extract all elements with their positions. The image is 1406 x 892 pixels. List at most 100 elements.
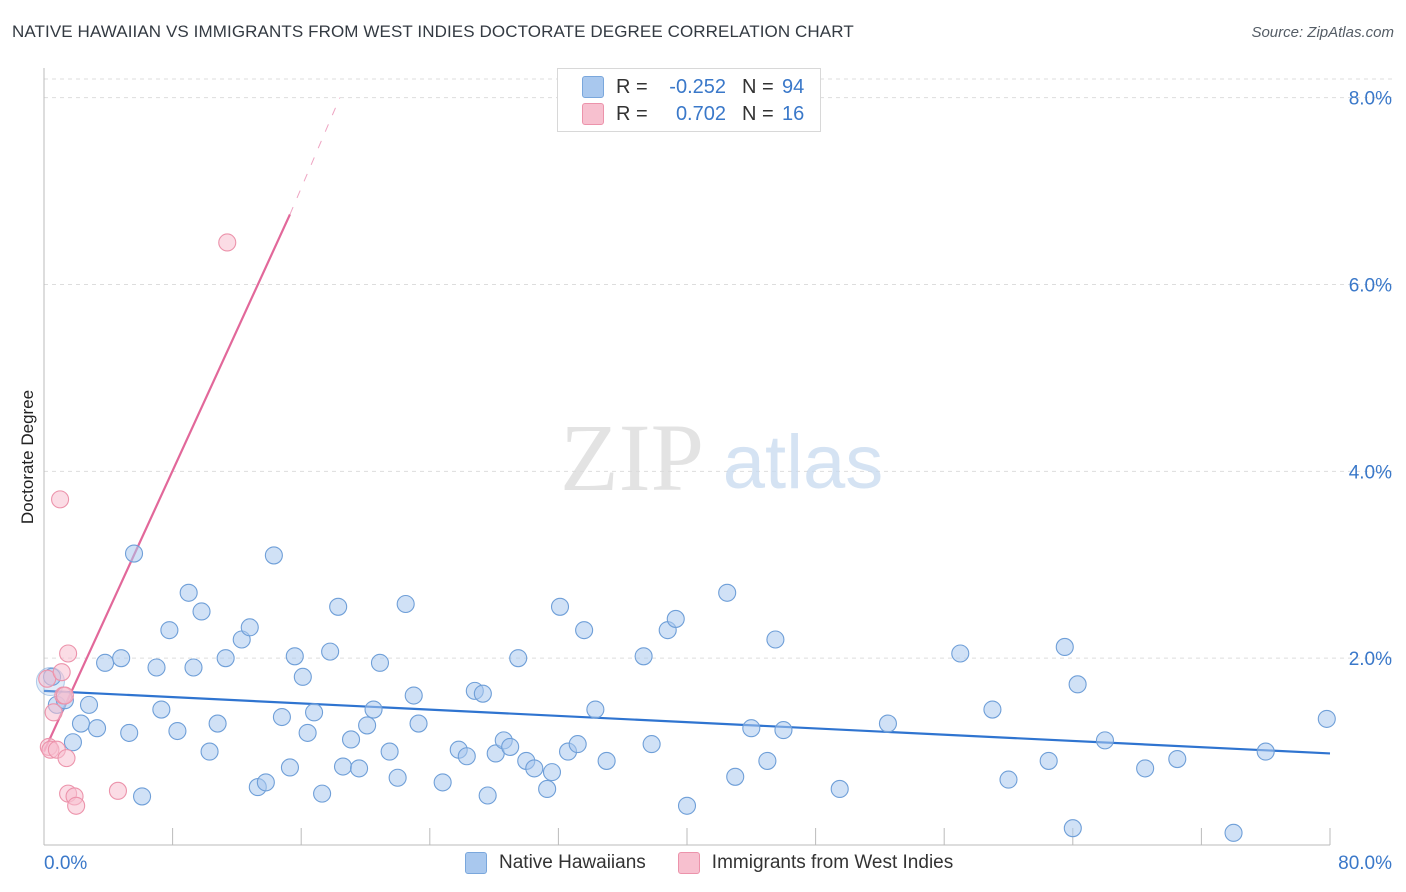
r-label: R = — [616, 75, 648, 98]
y-tick-label: 4.0% — [1349, 462, 1392, 483]
data-point-native-hawaiian — [298, 723, 317, 742]
data-point-native-hawaiian — [404, 686, 423, 705]
grid-lines — [44, 78, 1392, 659]
data-point-native-hawaiian — [147, 658, 166, 677]
data-point-west-indies — [218, 233, 237, 252]
data-point-native-hawaiian — [726, 767, 745, 786]
legend-swatch-blue — [582, 76, 604, 98]
data-point-native-hawaiian — [830, 779, 849, 799]
watermark-zip: ZIP — [560, 404, 704, 511]
n-value: 16 — [782, 102, 805, 125]
trend-line-native-hawaiians — [43, 689, 1331, 755]
data-point-native-hawaiian — [666, 609, 685, 628]
n-label: N = — [742, 75, 774, 98]
data-point-native-hawaiian — [568, 735, 587, 754]
y-axis-label: Doctorate Degree — [18, 389, 37, 525]
chart-title: NATIVE HAWAIIAN VS IMMIGRANTS FROM WEST … — [12, 22, 854, 41]
legend-item-west-indies: Immigrants from West Indies — [677, 852, 954, 874]
legend-swatch-pink — [582, 103, 604, 125]
data-point-west-indies — [52, 663, 71, 682]
data-point-native-hawaiian — [256, 773, 275, 792]
data-point-native-hawaiian — [999, 770, 1018, 789]
legend-swatch-blue — [465, 852, 487, 874]
trend-line-west-indies — [42, 213, 291, 753]
data-point-native-hawaiian — [509, 649, 528, 668]
trend-lines — [42, 97, 1331, 755]
data-point-native-hawaiian — [388, 768, 407, 787]
data-point-native-hawaiian — [1317, 709, 1336, 728]
data-point-native-hawaiian — [542, 763, 562, 782]
data-point-native-hawaiian — [200, 742, 219, 761]
data-point-native-hawaiian — [96, 653, 115, 672]
data-point-native-hawaiian — [112, 649, 131, 668]
data-point-native-hawaiian — [1256, 742, 1275, 761]
data-point-native-hawaiian — [370, 653, 390, 672]
legend-row-west-indies: R = 0.702 N = 16 — [582, 101, 822, 127]
data-point-native-hawaiian — [766, 630, 785, 649]
data-point-native-hawaiian — [473, 684, 492, 703]
data-point-native-hawaiian — [1068, 675, 1087, 694]
data-point-native-hawaiian — [285, 647, 304, 666]
data-point-west-indies — [44, 703, 63, 722]
r-value: -0.252 — [669, 75, 726, 98]
data-point-native-hawaiian — [63, 733, 82, 752]
data-point-native-hawaiian — [951, 644, 970, 663]
data-point-native-hawaiian — [758, 751, 777, 770]
data-point-native-hawaiian — [642, 735, 661, 754]
data-point-native-hawaiian — [550, 597, 570, 616]
data-point-west-indies — [108, 781, 127, 800]
legend-item-native-hawaiians: Native Hawaiians — [465, 852, 646, 874]
data-point-west-indies — [51, 490, 70, 509]
legend-label: Immigrants from West Indies — [711, 852, 954, 873]
data-point-native-hawaiian — [192, 602, 211, 621]
data-point-native-hawaiian — [124, 544, 144, 563]
data-point-native-hawaiian — [1095, 731, 1114, 750]
r-label: R = — [616, 102, 648, 125]
data-point-west-indies — [57, 749, 76, 768]
data-point-native-hawaiian — [305, 703, 324, 722]
data-point-native-hawaiian — [597, 751, 616, 770]
data-point-native-hawaiian — [216, 649, 235, 668]
data-point-native-hawaiian — [409, 714, 428, 733]
source-label: Source: ZipAtlas.com — [1251, 24, 1394, 41]
data-point-native-hawaiian — [358, 716, 377, 735]
data-point-native-hawaiian — [79, 695, 99, 714]
legend-swatch-pink — [677, 852, 700, 874]
data-point-native-hawaiian — [525, 759, 544, 778]
data-point-native-hawaiian — [184, 658, 203, 677]
data-point-native-hawaiian — [538, 779, 557, 799]
data-point-native-hawaiian — [272, 707, 291, 727]
y-tick-label: 2.0% — [1349, 649, 1392, 670]
data-point-native-hawaiian — [501, 737, 520, 756]
data-point-native-hawaiian — [1055, 637, 1074, 657]
data-point-native-hawaiian — [160, 621, 179, 640]
legend-label: Native Hawaiians — [499, 852, 646, 873]
data-point-native-hawaiian — [774, 721, 793, 740]
data-point-native-hawaiian — [168, 721, 187, 741]
data-point-native-hawaiian — [120, 723, 139, 742]
data-point-west-indies — [59, 644, 78, 663]
data-point-native-hawaiian — [1224, 823, 1243, 842]
watermark-atlas: atlas — [723, 420, 884, 505]
x-tick-label: 80.0% — [1338, 853, 1392, 874]
n-label: N = — [742, 102, 774, 125]
data-point-native-hawaiian — [350, 759, 369, 778]
data-point-native-hawaiian — [742, 719, 761, 738]
data-point-native-hawaiian — [71, 714, 91, 733]
data-point-native-hawaiian — [433, 773, 452, 792]
data-point-native-hawaiian — [983, 700, 1002, 719]
data-point-native-hawaiian — [341, 730, 361, 749]
data-point-native-hawaiian — [264, 546, 283, 565]
trend-line-extension — [289, 97, 341, 215]
data-point-native-hawaiian — [87, 719, 107, 738]
r-value: 0.702 — [675, 102, 726, 125]
data-point-native-hawaiian — [1063, 819, 1082, 838]
data-point-native-hawaiian — [457, 747, 476, 766]
data-point-native-hawaiian — [280, 758, 299, 777]
data-point-native-hawaiian — [575, 621, 594, 640]
correlation-legend: R = -0.252 N = 94 R = 0.702 N = 16 — [557, 68, 821, 132]
data-point-native-hawaiian — [1168, 750, 1187, 769]
data-point-native-hawaiian — [380, 742, 399, 761]
data-point-native-hawaiian — [133, 787, 152, 806]
